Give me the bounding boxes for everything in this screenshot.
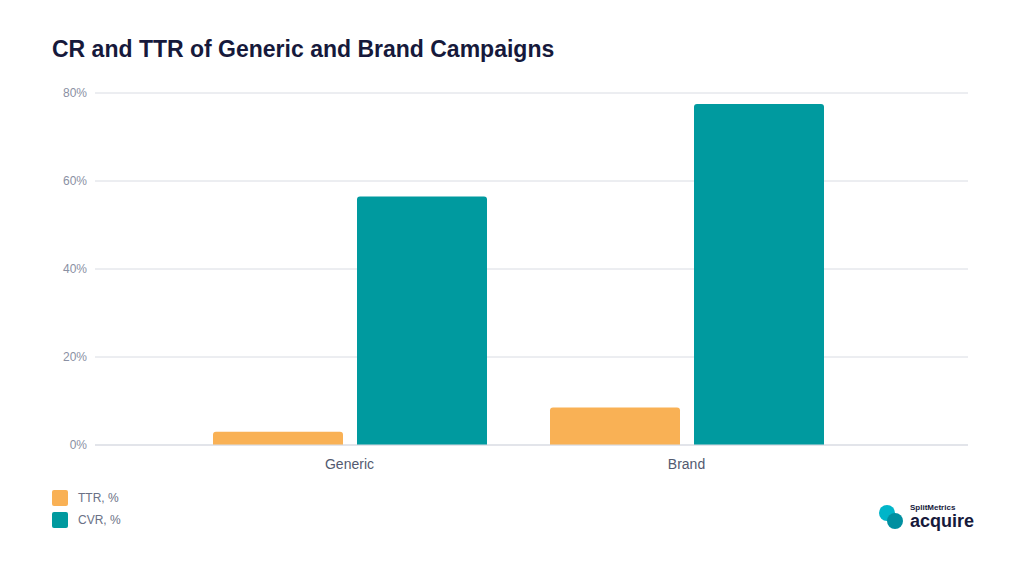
svg-text:20%: 20% bbox=[63, 350, 87, 364]
svg-text:80%: 80% bbox=[63, 86, 87, 100]
svg-text:Brand: Brand bbox=[668, 456, 705, 472]
html-text:acquire: acquire bbox=[910, 511, 974, 531]
svg-text:Generic: Generic bbox=[325, 456, 374, 472]
svg-text:40%: 40% bbox=[63, 262, 87, 276]
html-text:TTR, %: TTR, % bbox=[78, 491, 119, 505]
html-text:SplitMetrics: SplitMetrics bbox=[910, 503, 956, 512]
svg-text:0%: 0% bbox=[70, 438, 88, 452]
svg-text:60%: 60% bbox=[63, 174, 87, 188]
html-text:CR and TTR of Generic and Bran: CR and TTR of Generic and Brand Campaign… bbox=[52, 36, 555, 62]
html-text:CVR, %: CVR, % bbox=[78, 513, 121, 527]
